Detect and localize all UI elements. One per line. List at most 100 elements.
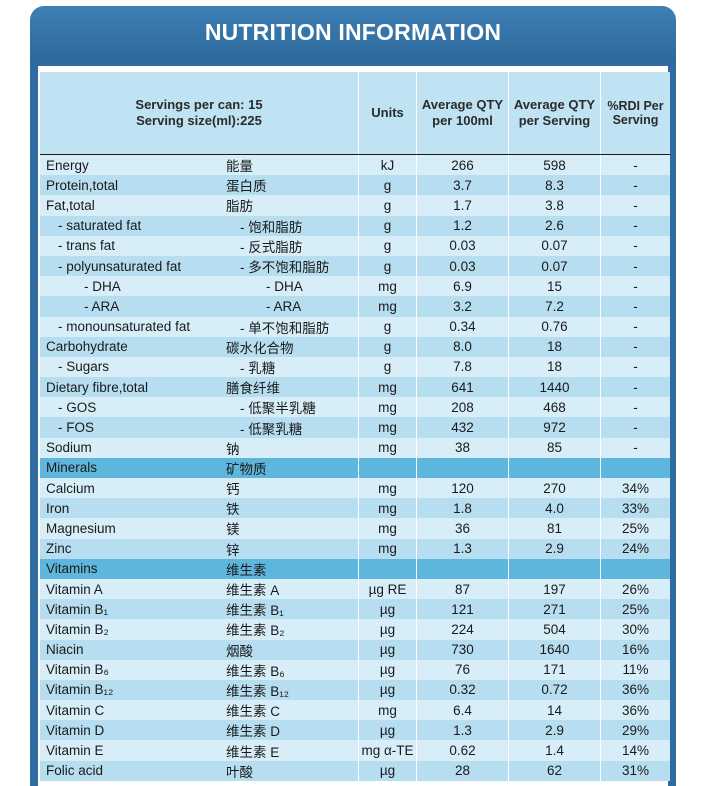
nutrient-name-cell: Vitamin D 维生素 D [40, 720, 358, 740]
rdi-cell: 36% [600, 700, 670, 721]
nutrient-name-zh: 钠 [226, 441, 240, 457]
table-row: Iron 铁 mg 1.8 4.0 33% [40, 498, 670, 519]
nutrient-name-en: - ARA [84, 298, 120, 314]
unit-cell: mg [358, 518, 416, 539]
nutrient-name-cell: Folic acid 叶酸 [40, 761, 358, 781]
nutrient-name-zh: 镁 [226, 522, 240, 538]
per100-cell: 38 [416, 437, 508, 458]
nutrient-name-en: Calcium [46, 480, 95, 496]
rdi-cell [600, 457, 670, 478]
nutrient-name-en: - FOS [58, 420, 94, 436]
table-row: - polyunsaturated fat - 多不饱和脂肪 g 0.03 0.07- [40, 255, 670, 277]
nutrient-name-cell: Vitamin E 维生素 E [40, 740, 358, 760]
per100-cell: 0.03 [416, 235, 508, 256]
rdi-cell: 30% [600, 619, 670, 640]
title-banner: NUTRITION INFORMATION [30, 6, 676, 58]
nutrient-name-en: Niacin [46, 642, 84, 658]
nutrient-name-cell: Magnesium 镁 [40, 518, 358, 538]
rdi-cell: - [600, 397, 670, 418]
nutrient-name-cell: Vitamin B₂ 维生素 B₂ [40, 619, 358, 639]
serving-cell: 1440 [508, 377, 600, 398]
nutrient-name-en: Vitamin B₁₂ [46, 682, 114, 698]
nutrient-name-zh: - 单不饱和脂肪 [240, 320, 330, 336]
table-header: Servings per can: 15 Serving size(ml):22… [40, 72, 670, 155]
nutrient-name-zh: 烟酸 [226, 643, 253, 659]
nutrient-name-zh: - 低聚乳糖 [240, 421, 303, 437]
nutrient-name-cell: Carbohydrate 碳水化合物 [40, 337, 358, 357]
rdi-cell: - [600, 316, 670, 337]
serving-cell: 81 [508, 518, 600, 539]
table-row: - FOS - 低聚乳糖 mg 432 972- [40, 417, 670, 438]
nutrient-name-zh: 维生素 D [226, 724, 280, 740]
rdi-cell: - [600, 175, 670, 196]
nutrient-name-en: - polyunsaturated fat [58, 258, 182, 274]
unit-cell: g [358, 235, 416, 256]
nutrient-name-en: - GOS [58, 399, 97, 415]
rdi-cell: - [600, 155, 670, 176]
per100-cell: 1.8 [416, 498, 508, 519]
nutrient-name-zh: 能量 [226, 159, 253, 175]
table-row: Vitamin B₁ 维生素 B₁ µg 121 271 25% [40, 599, 670, 620]
unit-cell: µg [358, 599, 416, 620]
nutrient-name-cell: - DHA - DHA [40, 276, 358, 296]
per100-cell: 76 [416, 659, 508, 680]
unit-cell [358, 457, 416, 478]
unit-cell: kJ [358, 155, 416, 176]
serving-cell: 1640 [508, 639, 600, 660]
nutrient-name-en: Vitamin C [46, 702, 105, 718]
unit-cell: g [358, 336, 416, 357]
per100-cell: 121 [416, 599, 508, 620]
nutrient-name-zh: 叶酸 [226, 764, 253, 780]
nutrient-name-zh: 碳水化合物 [226, 340, 294, 356]
nutrient-name-zh: 膳食纤维 [226, 381, 280, 397]
rdi-cell: 26% [600, 578, 670, 600]
unit-cell: mg [358, 538, 416, 559]
per100-cell: 1.3 [416, 538, 508, 559]
unit-cell: µg [358, 619, 416, 640]
table-row: Vitamin E 维生素 E mg α-TE 0.62 1.4 14% [40, 740, 670, 761]
table-row: - DHA - DHA mg 6.9 15- [40, 276, 670, 297]
nutrition-table: Servings per can: 15 Serving size(ml):22… [40, 72, 670, 781]
nutrient-name-zh: - 反式脂肪 [240, 239, 303, 255]
nutrient-name-cell: Energy 能量 [40, 155, 358, 175]
serving-cell: 4.0 [508, 498, 600, 519]
table-row: Protein,total 蛋白质 g 3.7 8.3- [40, 175, 670, 196]
nutrient-name-zh: 维生素 E [226, 744, 280, 760]
nutrient-name-en: - Sugars [58, 359, 110, 375]
serving-cell: 3.8 [508, 195, 600, 216]
nutrient-name-en: Folic acid [46, 763, 104, 779]
rdi-cell: - [600, 215, 670, 236]
serving-cell: 7.2 [508, 296, 600, 317]
rdi-cell: - [600, 276, 670, 297]
serving-cell: 0.72 [508, 679, 600, 701]
nutrient-name-en: - monounsaturated fat [58, 319, 191, 335]
serving-cell: 18 [508, 356, 600, 378]
table-row: - monounsaturated fat - 单不饱和脂肪 g 0.34 0.76- [40, 316, 670, 337]
per100-cell: 0.62 [416, 740, 508, 761]
rdi-cell: - [600, 377, 670, 398]
table-row: Vitamin A 维生素 A µg RE 87 197 26% [40, 578, 670, 600]
nutrient-name-zh: 矿物质 [226, 461, 267, 477]
nutrient-name-en: - trans fat [58, 238, 116, 254]
unit-cell: mg [358, 478, 416, 499]
nutrient-name-zh: 维生素 B₁₂ [226, 683, 290, 699]
per100-cell: 224 [416, 619, 508, 640]
nutrient-name-cell: - trans fat - 反式脂肪 [40, 236, 358, 256]
per100-cell: 28 [416, 760, 508, 781]
servings-per-can: Servings per can: 15 [135, 97, 263, 112]
serving-cell: 0.07 [508, 235, 600, 256]
serving-cell: 8.3 [508, 175, 600, 196]
rdi-cell [600, 558, 670, 579]
nutrient-name-zh: 钙 [226, 482, 240, 498]
unit-cell: mg [358, 276, 416, 297]
unit-cell: µg RE [358, 578, 416, 600]
rdi-cell: 34% [600, 478, 670, 499]
per100-cell: 266 [416, 155, 508, 176]
per100-cell: 3.2 [416, 296, 508, 317]
section-row: Minerals 矿物质 [40, 457, 670, 478]
nutrient-name-en: Zinc [46, 541, 72, 557]
table-row: Vitamin B₂ 维生素 B₂ µg 224 504 30% [40, 619, 670, 640]
rdi-cell: - [600, 336, 670, 357]
table-row: Niacin 烟酸 µg 730 1640 16% [40, 639, 670, 660]
nutrient-name-en: Magnesium [46, 520, 116, 536]
